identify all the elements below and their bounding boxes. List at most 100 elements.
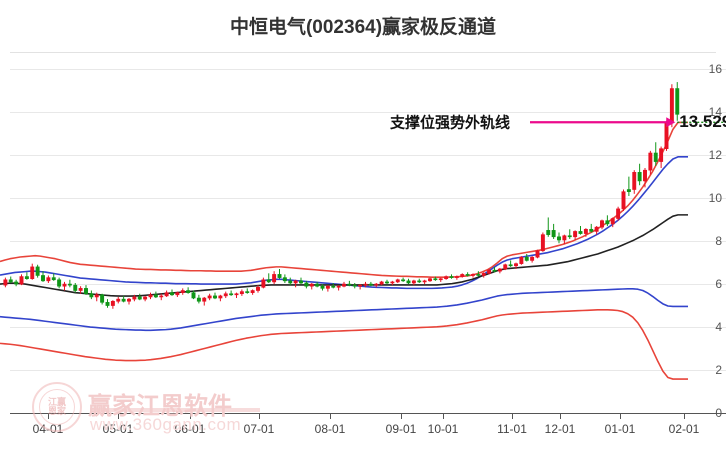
candlestick bbox=[433, 276, 438, 281]
x-axis-tick-label: 11-01 bbox=[497, 422, 527, 436]
candlestick bbox=[390, 280, 395, 286]
candlestick bbox=[331, 282, 336, 289]
candlestick bbox=[250, 289, 255, 295]
candlestick bbox=[514, 262, 518, 270]
x-axis-tick-label: 09-01 bbox=[385, 422, 417, 436]
candlestick bbox=[422, 279, 427, 285]
candlestick bbox=[659, 146, 664, 169]
gridline bbox=[10, 69, 726, 71]
gridline bbox=[10, 370, 726, 372]
annotation-label-text: 支撑位强势外轨线 bbox=[390, 114, 511, 132]
x-axis-tick-mark bbox=[330, 413, 331, 419]
candlestick bbox=[30, 263, 35, 280]
candlestick bbox=[245, 288, 250, 294]
candlestick bbox=[653, 142, 658, 166]
candlestick bbox=[401, 277, 406, 282]
candlestick bbox=[336, 285, 341, 291]
candlestick bbox=[229, 290, 234, 296]
candlestick bbox=[35, 264, 40, 278]
candlestick bbox=[299, 277, 303, 285]
candlestick bbox=[621, 189, 626, 212]
candlestick bbox=[153, 291, 158, 299]
x-axis-tick-mark bbox=[190, 413, 191, 419]
candlestick bbox=[315, 281, 320, 288]
candlestick bbox=[481, 272, 486, 278]
candlestick bbox=[116, 296, 121, 304]
candlestick bbox=[379, 280, 384, 286]
candlestick bbox=[471, 273, 475, 278]
candlestick bbox=[196, 294, 201, 304]
candlestick bbox=[610, 217, 615, 228]
candlestick bbox=[309, 282, 314, 290]
candlestick bbox=[143, 295, 148, 302]
candlestick bbox=[3, 277, 8, 288]
candlestick bbox=[213, 292, 217, 300]
candlestick bbox=[347, 280, 352, 287]
gridline bbox=[10, 241, 726, 243]
candlestick bbox=[557, 232, 561, 244]
candlestick bbox=[438, 277, 443, 282]
site-url-watermark: www.360gann.com bbox=[90, 415, 242, 434]
x-axis-tick-mark bbox=[118, 413, 119, 419]
candlestick bbox=[352, 282, 357, 289]
candlestick bbox=[428, 277, 432, 282]
brand-name-watermark: 赢家江恩软件 bbox=[88, 393, 232, 420]
candlestick bbox=[320, 284, 325, 291]
candlestick bbox=[132, 294, 137, 302]
x-axis-tick-label: 08-01 bbox=[314, 422, 346, 436]
candlestick bbox=[14, 279, 19, 287]
x-axis-tick-mark bbox=[401, 413, 402, 419]
x-axis: 04-01 05-01 06-01 07-01 08-01 09-01 10-01 11-01… bbox=[0, 413, 726, 450]
candlestick bbox=[449, 274, 454, 279]
y-axis-tick-label: 2 bbox=[715, 363, 722, 378]
candlestick bbox=[578, 226, 583, 235]
x-axis-line bbox=[10, 413, 726, 414]
candlestick bbox=[73, 282, 78, 293]
candlestick bbox=[460, 273, 465, 278]
candlestick bbox=[170, 289, 174, 296]
x-axis-tick-label: 07-01 bbox=[243, 422, 275, 436]
candlestick bbox=[78, 286, 83, 294]
y-axis-tick-label: 14 bbox=[708, 105, 722, 120]
annotation-arrow-head bbox=[666, 117, 676, 128]
candlestick bbox=[148, 292, 153, 300]
candlestick bbox=[385, 279, 389, 285]
channel-band-line bbox=[0, 121, 688, 278]
y-axis-tick-label: 8 bbox=[715, 234, 722, 249]
candlestick bbox=[256, 285, 260, 293]
candlestick bbox=[277, 269, 282, 279]
candlestick bbox=[600, 219, 604, 230]
candlestick bbox=[395, 278, 400, 283]
support-level-annotation: 支撑位强势外轨线 13.5298 bbox=[0, 52, 726, 413]
watermark-bar bbox=[90, 408, 260, 412]
candlestick bbox=[374, 282, 379, 288]
candlestick bbox=[454, 275, 459, 280]
candlestick bbox=[594, 226, 599, 235]
candlestick bbox=[8, 276, 13, 283]
candlestick bbox=[535, 249, 540, 259]
candlestick bbox=[567, 229, 572, 239]
candlestick bbox=[164, 290, 169, 297]
candlestick bbox=[127, 298, 131, 305]
x-axis-tick-mark bbox=[620, 413, 621, 419]
candlestick bbox=[417, 278, 422, 283]
x-axis-tick-mark bbox=[443, 413, 444, 419]
channel-band-line bbox=[0, 288, 688, 332]
x-axis-tick-mark bbox=[684, 413, 685, 419]
annotation-value-text: 13.5298 bbox=[679, 112, 726, 132]
candlestick bbox=[282, 274, 287, 283]
candlestick bbox=[24, 272, 29, 280]
plot-frame bbox=[10, 52, 716, 413]
x-axis-tick-label: 06-01 bbox=[174, 422, 206, 436]
candlestick-svg bbox=[3, 82, 680, 309]
candlestick bbox=[105, 299, 110, 308]
chart-plot-area bbox=[0, 52, 688, 413]
x-axis-tick-label: 02-01 bbox=[668, 422, 700, 436]
x-axis-tick-label: 12-01 bbox=[544, 422, 576, 436]
candlestick bbox=[159, 293, 164, 301]
candlestick bbox=[266, 273, 271, 283]
candlestick bbox=[234, 292, 239, 299]
candlestick bbox=[648, 150, 653, 175]
candlestick bbox=[546, 217, 551, 237]
candlestick bbox=[218, 294, 223, 302]
